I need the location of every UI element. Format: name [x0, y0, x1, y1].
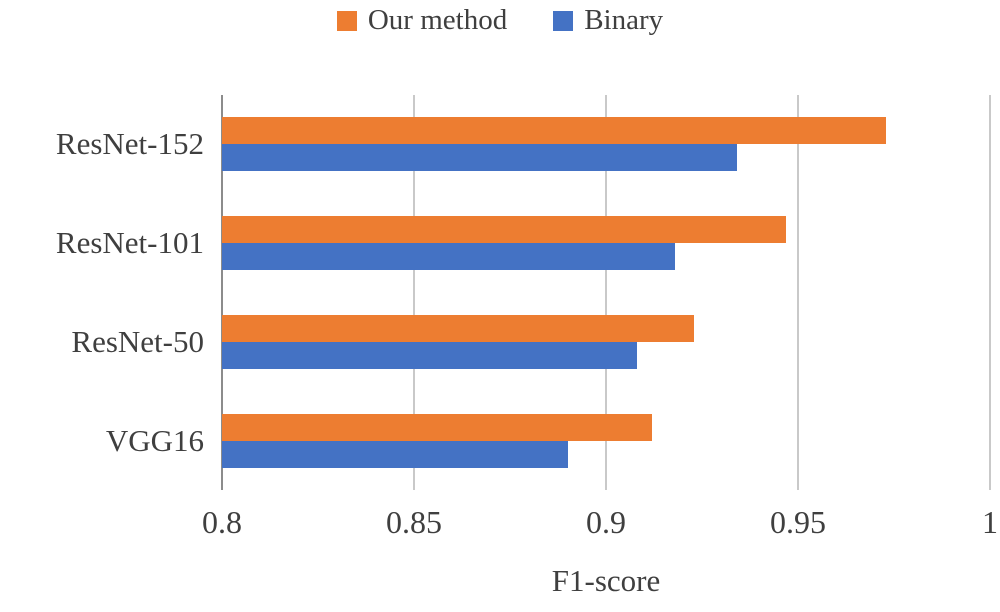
- bar-group-resnet-50: [222, 293, 990, 392]
- x-tick-label-0-8: 0.8: [202, 504, 242, 540]
- x-tick-label-0-85: 0.85: [386, 504, 442, 540]
- legend-swatch-our-method: [336, 10, 357, 31]
- gridline: [989, 95, 991, 490]
- x-axis-title: F1-score: [551, 563, 661, 598]
- y-axis-line: [221, 95, 223, 490]
- category-label-resnet-101: ResNet-101: [55, 225, 204, 261]
- legend-label: Our method: [367, 4, 508, 36]
- plot-area: [221, 95, 991, 490]
- bar-our-method-resnet-152: [222, 117, 887, 145]
- bar-rows: [222, 95, 990, 490]
- bar-binary-resnet-101: [222, 243, 676, 271]
- category-label-resnet-152: ResNet-152: [55, 126, 204, 162]
- bar-group-vgg16: [222, 391, 990, 490]
- gridline: [605, 95, 607, 490]
- legend-swatch-binary: [553, 10, 574, 31]
- legend-item-our-method: Our method: [336, 4, 508, 36]
- bar-binary-resnet-50: [222, 341, 637, 369]
- legend-item-binary: Binary: [553, 6, 663, 35]
- x-axis-tick-labels: 0.8 0.85 0.9 0.95 1: [202, 504, 998, 546]
- bar-our-method-vgg16: [222, 413, 653, 441]
- legend: Our method Binary: [0, 6, 1000, 35]
- bar-binary-resnet-152: [222, 144, 737, 172]
- bar-group-resnet-101: [222, 194, 990, 293]
- x-tick-label-1: 1: [982, 504, 998, 540]
- category-label-resnet-50: ResNet-50: [71, 323, 204, 359]
- x-tick-label-0-95: 0.95: [770, 504, 826, 540]
- category-axis-labels: ResNet-152 ResNet-101 ResNet-50 VGG16: [0, 95, 204, 490]
- gridline: [413, 95, 415, 490]
- bar-group-resnet-152: [222, 95, 990, 194]
- category-label-vgg16: VGG16: [105, 422, 204, 458]
- bar-our-method-resnet-50: [222, 314, 695, 342]
- bar-binary-vgg16: [222, 440, 568, 468]
- legend-label: Binary: [584, 4, 664, 36]
- gridline: [797, 95, 799, 490]
- bar-our-method-resnet-101: [222, 216, 787, 244]
- x-tick-label-0-9: 0.9: [586, 504, 626, 540]
